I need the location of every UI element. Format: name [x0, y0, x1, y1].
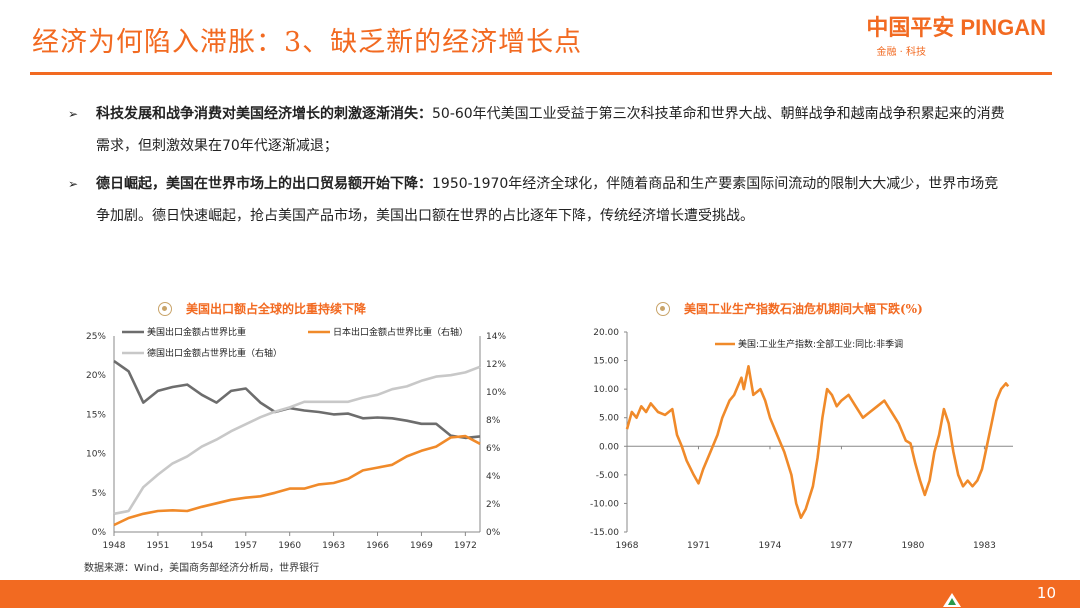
left-tick-label: 20%	[86, 371, 106, 381]
x-tick-label: 1983	[973, 541, 996, 551]
data-source: 数据来源：Wind，美国商务部经济分析局，世界银行	[84, 563, 320, 574]
y-tick-label: -15.00	[590, 528, 619, 538]
page-number: 10	[1036, 584, 1056, 602]
right-tick-label: 14%	[486, 332, 506, 342]
x-tick-label: 1969	[410, 541, 433, 551]
y-tick-label: 0.00	[599, 442, 619, 452]
legend-label: 日本出口金额占世界比重（右轴）	[333, 326, 468, 338]
y-tick-label: -10.00	[590, 499, 619, 509]
y-tick-label: 5.00	[599, 414, 619, 424]
industrial-production-chart: 20.00 15.00 10.00 5.00 0.00 -5.00 -10.00 -15.00…	[590, 328, 1013, 551]
legend-label: 德国出口金额占世界比重（右轴）	[147, 347, 282, 359]
page-title: 经济为何陷入滞胀：3、缺乏新的经济增长点	[32, 27, 583, 58]
left-tick-label: 5%	[92, 489, 107, 499]
left-tick-label: 25%	[86, 332, 106, 342]
bullet-heading: 科技发展和战争消费对美国经济增长的刺激逐渐消失：	[96, 106, 432, 122]
germany-export-share-line	[113, 365, 481, 516]
bullet-item: ➢ 科技发展和战争消费对美国经济增长的刺激逐渐消失：50-60年代美国工业受益于…	[66, 98, 1006, 162]
right-tick-label: 0%	[486, 528, 501, 538]
circle-bullet-icon	[656, 301, 670, 316]
circle-bullet-icon	[158, 301, 172, 316]
y-tick-label: 10.00	[593, 385, 619, 395]
arrow-bullet-icon: ➢	[68, 177, 79, 191]
bullet-item: ➢ 德日崛起，美国在世界市场上的出口贸易额开始下降：1950-1970年经济全球…	[66, 168, 1006, 232]
right-tick-label: 10%	[486, 388, 506, 398]
right-tick-label: 6%	[486, 444, 501, 454]
x-tick-label: 1954	[190, 541, 213, 551]
brand-logo: 中国平安 PINGAN 金融 · 科技	[866, 10, 1046, 58]
right-tick-label: 4%	[486, 472, 501, 482]
legend-label: 美国出口金额占世界比重	[147, 326, 246, 338]
x-tick-label: 1971	[687, 541, 710, 551]
x-tick-label: 1960	[278, 541, 301, 551]
chart2-title: 美国工业生产指数石油危机期间大幅下跌(%)	[656, 300, 923, 317]
legend-label: 美国:工业生产指数:全部工业:同比:非季调	[738, 338, 903, 350]
export-share-chart: 25% 20% 15% 10% 5% 0% 14% 12% 10% 8% 6% 4% 2% 0% 1948 1…	[86, 326, 506, 551]
chart1-title: 美国出口额占全球的比重持续下降	[158, 300, 366, 317]
x-tick-label: 1968	[616, 541, 639, 551]
bullet-heading: 德日崛起，美国在世界市场上的出口贸易额开始下降：	[96, 176, 432, 192]
us-export-share-line	[113, 360, 481, 440]
brand-name: 中国平安 PINGAN	[866, 15, 1046, 40]
x-tick-label: 1957	[234, 541, 257, 551]
footer-bar: 10	[0, 580, 1080, 608]
chart2-title-text: 美国工业生产指数石油危机期间大幅下跌(%)	[684, 302, 923, 316]
x-tick-label: 1972	[454, 541, 477, 551]
x-tick-label: 1951	[146, 541, 169, 551]
pingan-logo-icon	[943, 593, 961, 607]
right-tick-label: 12%	[486, 360, 506, 370]
brand-tagline: 金融 · 科技	[876, 47, 926, 58]
y-tick-label: 15.00	[593, 357, 619, 367]
bullet-list: ➢ 科技发展和战争消费对美国经济增长的刺激逐渐消失：50-60年代美国工业受益于…	[66, 98, 1006, 238]
right-tick-label: 8%	[486, 416, 501, 426]
arrow-bullet-icon: ➢	[68, 107, 79, 121]
x-tick-label: 1948	[103, 541, 126, 551]
right-tick-label: 2%	[486, 500, 501, 510]
chart1-title-text: 美国出口额占全球的比重持续下降	[186, 302, 367, 316]
industrial-production-line	[625, 364, 1010, 519]
y-tick-label: 20.00	[593, 328, 619, 338]
bullet-text: 50-60年代美国工业受益于第三次科技革命和世界大战、朝鲜战争和越南战争积累起来…	[96, 106, 1005, 154]
left-tick-label: 0%	[92, 528, 107, 538]
y-tick-label: -5.00	[596, 471, 620, 481]
x-tick-label: 1977	[830, 541, 853, 551]
left-tick-label: 15%	[86, 410, 106, 420]
title-divider	[30, 72, 1052, 75]
japan-export-share-line	[113, 434, 481, 527]
x-tick-label: 1974	[759, 541, 782, 551]
x-tick-label: 1980	[901, 541, 924, 551]
x-tick-label: 1963	[322, 541, 345, 551]
left-tick-label: 10%	[86, 450, 106, 460]
bullet-text: 1950-1970年经济全球化，伴随着商品和生产要素国际间流动的限制大大减少，世…	[96, 176, 999, 224]
x-tick-label: 1966	[366, 541, 389, 551]
